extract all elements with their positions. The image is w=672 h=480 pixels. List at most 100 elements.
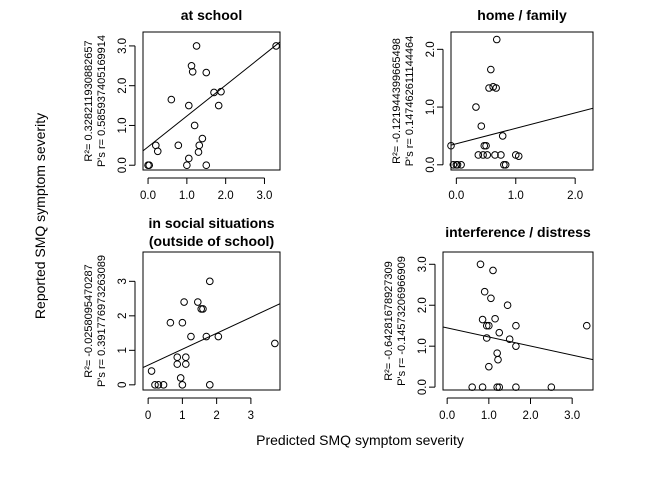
x-tick-label: 3	[248, 410, 254, 422]
data-point	[485, 362, 493, 371]
x-tick-label: 1.0	[508, 190, 524, 202]
data-point	[202, 332, 211, 341]
plot-area	[143, 303, 280, 369]
data-point	[205, 381, 214, 389]
panel-title: interference / distress	[445, 224, 591, 240]
data-point	[145, 161, 154, 170]
r-squared-label: R²= 0.328211930882657	[83, 40, 95, 161]
pearson-r-label: P's r= 0.147462611144464	[404, 36, 416, 166]
data-point	[512, 383, 520, 391]
regression-line	[143, 41, 280, 152]
data-point	[482, 334, 491, 342]
data-point	[491, 314, 499, 323]
data-point	[202, 68, 211, 77]
y-tick-label: 2.0	[117, 78, 129, 94]
y-tick-label: 2.0	[417, 297, 429, 313]
panels: at school 0.0 1.0 2.0 3.0 0.0 1.0 2.0 3.0 R²= 0.3…	[83, 7, 594, 422]
x-tick-label: 1.0	[179, 190, 195, 202]
data-point	[182, 360, 190, 368]
data-point	[505, 335, 514, 344]
x-tick-label: 0.0	[140, 190, 156, 202]
plot-frame	[142, 31, 281, 171]
data-point	[457, 161, 465, 169]
data-point	[173, 353, 182, 362]
data-point	[167, 95, 176, 104]
data-point	[180, 298, 188, 306]
pearson-r-label: P's r= 0.585937405169914	[96, 35, 108, 167]
y-tick-label: 0	[117, 382, 129, 388]
data-point	[495, 383, 504, 391]
data-point	[187, 332, 195, 341]
data-point	[178, 381, 187, 389]
data-point	[492, 84, 500, 92]
data-point	[512, 342, 520, 350]
r-squared-label: R²= -0.0258095470287	[83, 264, 95, 377]
data-point	[453, 161, 462, 169]
data-point	[582, 321, 591, 330]
x-tick-label: 0	[145, 410, 151, 422]
data-point	[153, 147, 162, 156]
data-point	[271, 339, 279, 348]
data-point	[498, 132, 507, 140]
data-point	[176, 374, 185, 382]
x-tick-label: 0.0	[448, 190, 464, 202]
figure-x-axis-title: Predicted SMQ symptom severity	[256, 432, 464, 448]
data-point	[192, 42, 201, 50]
plot-frame	[450, 31, 594, 171]
data-point	[493, 349, 501, 357]
data-point	[173, 360, 182, 368]
regression-line	[143, 303, 280, 369]
panel-title: at school	[181, 7, 242, 23]
r-squared-label: R²= -0.64281678927309	[383, 261, 395, 381]
data-point	[182, 353, 190, 362]
data-point	[479, 151, 487, 159]
plot-frame	[142, 251, 281, 391]
data-point	[503, 301, 512, 310]
y-tick-label: 0.0	[417, 379, 429, 395]
y-tick-label: 1	[117, 347, 129, 353]
plot-frame	[442, 251, 594, 391]
data-point	[514, 152, 523, 160]
data-point	[166, 318, 175, 327]
plot-area	[451, 107, 593, 146]
y-tick-label: 1.0	[417, 338, 429, 354]
data-point	[491, 151, 499, 159]
data-point	[482, 321, 491, 330]
panel-3: in social situations (outside of school) 0…	[83, 215, 281, 422]
data-point	[493, 383, 501, 391]
r-squared-label: R²= -0.121944399665498	[391, 38, 403, 164]
data-point	[214, 332, 223, 341]
panel-title-line2: (outside of school)	[149, 233, 274, 249]
y-tick-label: 1.0	[117, 117, 129, 133]
data-point	[492, 35, 501, 44]
data-point	[154, 381, 163, 389]
data-point	[205, 277, 214, 286]
data-point	[147, 367, 156, 375]
data-point	[449, 161, 458, 169]
y-tick-label: 3	[117, 278, 129, 284]
x-tick-label: 1	[179, 410, 185, 422]
regression-line	[451, 107, 593, 146]
data-point	[151, 381, 159, 389]
data-point	[217, 87, 225, 96]
panel-title: in social situations	[148, 215, 274, 231]
data-point	[190, 121, 199, 130]
data-point	[198, 134, 207, 143]
data-point	[472, 103, 480, 111]
panel-4: interference / distress 0.0 1.0 2.0 3.0 0.0 1.…	[383, 224, 594, 422]
data-point	[468, 383, 476, 391]
data-point	[478, 383, 487, 391]
y-tick-label: 3.0	[117, 38, 129, 54]
data-point	[202, 161, 211, 170]
x-tick-label: 2.0	[218, 190, 234, 202]
data-point	[487, 65, 495, 74]
figure-y-axis-title: Reported SMQ symptom severity	[32, 113, 48, 319]
data-point	[494, 355, 502, 364]
data-point	[159, 381, 168, 389]
y-tick-label: 2.0	[425, 41, 437, 57]
data-point	[447, 141, 455, 150]
data-point	[512, 321, 520, 330]
data-point	[174, 141, 183, 150]
data-point	[474, 151, 483, 159]
